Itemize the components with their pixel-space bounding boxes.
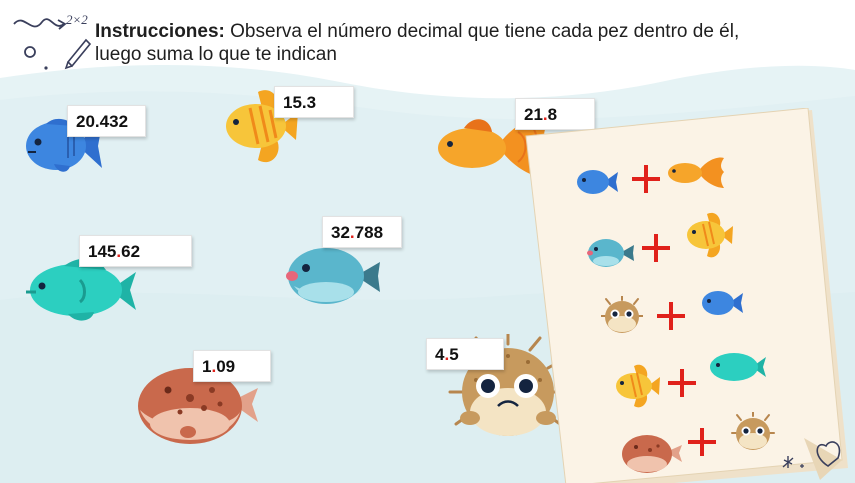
label-orange-fish: 21.8 [515,98,595,130]
row3-spiky-puffer-icon [601,296,643,333]
row5-brown-puffer-icon [622,435,682,473]
row2-teal-puffer-icon [587,239,634,267]
row4-plus-icon [668,369,696,397]
row1-orange-fish-icon [668,157,724,188]
label-teal-puffer: 32.788 [322,216,402,248]
label-teal-fish: 145.62 [79,235,192,267]
row2-yellow-fish-icon [687,212,733,258]
doodle-math-text: 2×2 [66,12,88,27]
yellow-fish-icon [226,90,298,163]
row5-plus-icon [688,428,716,456]
row1-blue-fish-icon [577,170,618,194]
row4-yellow-fish-icon [616,364,660,408]
instructions-title: Instrucciones: Observa el número decimal… [95,21,740,42]
brown-puffer-icon [138,368,258,444]
label-spiky-puffer: 4.5 [426,338,504,370]
instructions-line-2: luego suma lo que te indican [95,44,337,65]
heart-doodle-icon [782,441,841,468]
teal-puffer-icon [286,248,380,304]
row5-spiky-puffer-icon [731,412,775,450]
label-brown-puffer: 1.09 [193,350,271,382]
instructions: Instrucciones: Observa el número decimal… [95,20,835,66]
row3-plus-icon [657,302,685,330]
row2-plus-icon [642,234,670,262]
row1-plus-icon [632,165,660,193]
row3-blue-fish-icon [702,291,743,315]
worksheet-paper [525,108,848,483]
label-blue-fish: 20.432 [67,105,146,137]
row4-teal-fish-icon [710,353,766,381]
label-yellow-fish: 15.3 [274,86,354,118]
math-doodle-icon: 2×2 [13,12,92,70]
